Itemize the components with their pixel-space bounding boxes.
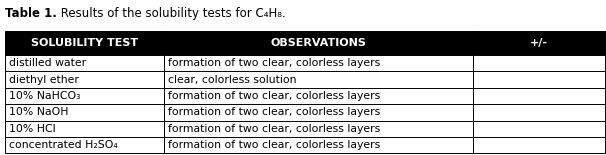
- Text: +/-: +/-: [530, 38, 548, 48]
- Text: 10% NaOH: 10% NaOH: [9, 107, 68, 117]
- Bar: [473, 137, 605, 153]
- Bar: [5, 55, 164, 71]
- Bar: [5, 88, 164, 104]
- Bar: [164, 137, 473, 153]
- Text: formation of two clear, colorless layers: formation of two clear, colorless layers: [168, 124, 381, 134]
- Bar: [164, 88, 473, 104]
- Bar: [164, 71, 473, 88]
- Text: concentrated H₂SO₄: concentrated H₂SO₄: [9, 140, 118, 150]
- Text: diethyl ether: diethyl ether: [9, 75, 79, 84]
- Bar: [164, 104, 473, 121]
- Text: distilled water: distilled water: [9, 58, 86, 68]
- Bar: [5, 104, 164, 121]
- Bar: [5, 121, 164, 137]
- Bar: [164, 55, 473, 71]
- Bar: [473, 55, 605, 71]
- Text: Results of the solubility tests for C₄H₈.: Results of the solubility tests for C₄H₈…: [57, 7, 285, 20]
- Text: formation of two clear, colorless layers: formation of two clear, colorless layers: [168, 91, 381, 101]
- Bar: [5, 31, 164, 55]
- Bar: [5, 137, 164, 153]
- Text: formation of two clear, colorless layers: formation of two clear, colorless layers: [168, 140, 381, 150]
- Text: clear, colorless solution: clear, colorless solution: [168, 75, 296, 84]
- Bar: [473, 121, 605, 137]
- Bar: [473, 31, 605, 55]
- Bar: [473, 88, 605, 104]
- Text: Table 1.: Table 1.: [5, 7, 57, 20]
- Text: 10% NaHCO₃: 10% NaHCO₃: [9, 91, 81, 101]
- Text: formation of two clear, colorless layers: formation of two clear, colorless layers: [168, 107, 381, 117]
- Text: SOLUBILITY TEST: SOLUBILITY TEST: [31, 38, 138, 48]
- Bar: [473, 71, 605, 88]
- Bar: [164, 31, 473, 55]
- Text: 10% HCl: 10% HCl: [9, 124, 56, 134]
- Bar: [5, 71, 164, 88]
- Text: formation of two clear, colorless layers: formation of two clear, colorless layers: [168, 58, 381, 68]
- Bar: [473, 104, 605, 121]
- Bar: [164, 121, 473, 137]
- Text: OBSERVATIONS: OBSERVATIONS: [270, 38, 366, 48]
